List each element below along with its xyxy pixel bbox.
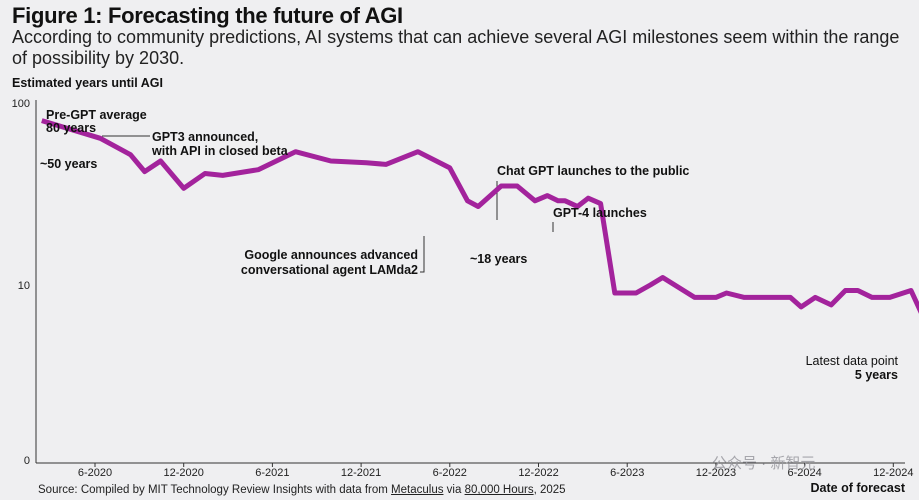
x-tick-label: 6-2024 (787, 467, 821, 479)
source-note: Source: Compiled by MIT Technology Revie… (38, 484, 566, 496)
x-tick-label: 12-2021 (341, 467, 381, 479)
y-ticks: 0 10 100 (12, 98, 30, 467)
annotation-label: GPT-4 launches (553, 206, 647, 220)
x-tick-label: 12-2023 (696, 467, 736, 479)
annotation-label: with API in closed beta (151, 144, 289, 158)
x-tick-label: 6-2021 (255, 467, 289, 479)
annotation-label: ~50 years (40, 157, 97, 171)
annotation-label: 5 years (855, 368, 898, 382)
x-tick-label: 6-2022 (433, 467, 467, 479)
x-tick-label: 6-2020 (78, 467, 112, 479)
annotation-label: Google announces advanced (244, 248, 418, 262)
x-tick-label: 12-2022 (518, 467, 558, 479)
chart-subtitle: According to community predictions, AI s… (12, 27, 900, 68)
y-tick-label: 100 (12, 98, 30, 110)
annotation-label: GPT3 announced, (152, 130, 258, 144)
annotation-label: 80 years (46, 121, 96, 135)
x-ticks: 6-2020 12-2020 6-2021 12-2021 6-2022 12-2022 6… (78, 463, 913, 479)
annotation-label: Pre-GPT average (46, 108, 147, 122)
source-suffix: , 2025 (533, 484, 566, 496)
y-tick-label: 0 (24, 455, 30, 467)
watermark: 公众号 · 新智元 (712, 455, 816, 472)
annotation-label: Chat GPT launches to the public (497, 164, 689, 178)
annotation-leader-line (420, 236, 425, 273)
x-tick-label: 6-2023 (610, 467, 644, 479)
annotation-label: conversational agent LAMda2 (241, 263, 418, 277)
source-link-80000-hours[interactable]: 80,000 Hours (464, 484, 534, 496)
x-tick-label: 12-2024 (873, 467, 913, 479)
y-axis-label: Estimated years until AGI (12, 76, 163, 90)
annotation-label: ~18 years (470, 252, 527, 266)
series-line (41, 118, 919, 314)
source-prefix: Source: Compiled by MIT Technology Revie… (38, 484, 392, 496)
source-link-metaculus[interactable]: Metaculus (391, 484, 444, 496)
y-tick-label: 10 (18, 280, 30, 292)
source-middle: via (443, 484, 465, 496)
chart-title: Figure 1: Forecasting the future of AGI (12, 3, 403, 28)
annotation-label: Latest data point (806, 354, 899, 368)
x-axis-label: Date of forecast (810, 481, 905, 495)
x-tick-label: 12-2020 (164, 467, 204, 479)
